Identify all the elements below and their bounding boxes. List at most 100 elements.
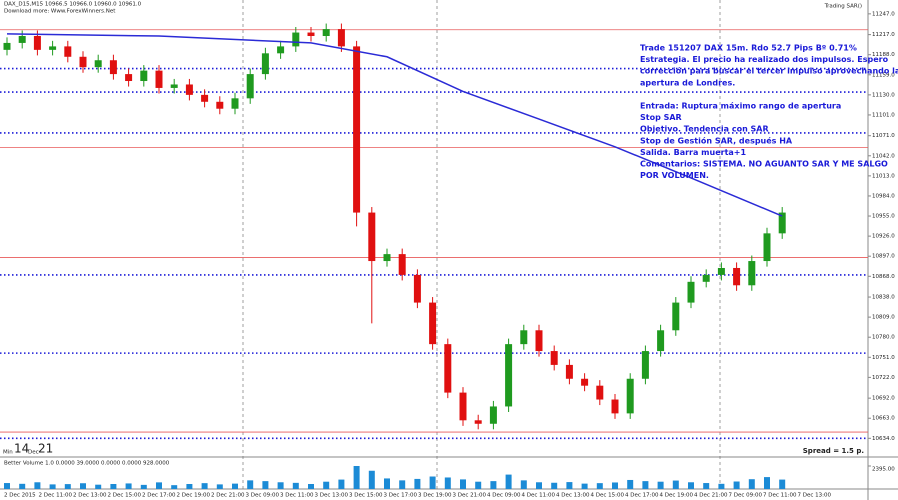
volume-bar: [338, 479, 345, 489]
volume-bar: [612, 482, 618, 489]
candle-body: [292, 32, 300, 47]
volume-bar: [353, 466, 360, 489]
annotation-line: POR VOLUMEN.: [640, 171, 709, 180]
timer-value: 21: [38, 442, 53, 456]
volume-bar: [688, 482, 694, 489]
volume-bar: [779, 479, 786, 489]
y-tick-label: 10634.0: [872, 436, 895, 442]
y-tick-label: 10751.0: [872, 355, 895, 361]
volume-bar: [414, 478, 421, 489]
annotation-line: corrección para buscar el tercer impulso…: [640, 66, 898, 76]
candle-body: [33, 36, 41, 50]
annotation-line: Stop SAR: [640, 113, 682, 122]
x-tick-label: 2 Dec 13:00: [73, 493, 107, 499]
candle-body: [277, 46, 285, 54]
moving-average: [6, 33, 783, 217]
volume-bar: [627, 479, 634, 489]
y-tick-label: 10897.0: [872, 254, 895, 260]
x-tick-label: 3 Dec 09:00: [246, 493, 280, 499]
candle-body: [413, 274, 421, 303]
volume-bar: [475, 481, 482, 489]
volume-bar: [703, 483, 710, 489]
volume-bar: [536, 482, 542, 489]
candle-body: [246, 74, 254, 99]
volume-bar: [551, 482, 558, 489]
volume-bar: [308, 484, 314, 489]
annotation-line: Stop de Gestión SAR, después HA: [640, 135, 793, 145]
timer-value: 14: [14, 442, 29, 456]
volume-bar: [156, 482, 162, 489]
candle-body: [474, 420, 482, 424]
volume-bar: [216, 484, 223, 489]
volume-bar: [64, 484, 71, 489]
x-tick-label: 2 Dec 2015: [4, 493, 36, 499]
candle-body: [201, 94, 209, 102]
x-tick-label: 4 Dec 15:00: [591, 493, 625, 499]
candle-body: [641, 351, 649, 379]
volume-bar: [764, 477, 770, 489]
y-tick-label: 10955.0: [872, 214, 895, 220]
candle-body: [109, 60, 117, 75]
candle-body: [140, 70, 148, 82]
x-tick-label: 4 Dec 21:00: [694, 493, 728, 499]
x-tick-label: 3 Dec 15:00: [349, 493, 383, 499]
volume-bar: [672, 480, 679, 489]
candle-body: [94, 60, 102, 68]
candle-body: [611, 399, 619, 414]
y-tick-label: 11188.0: [872, 52, 895, 58]
candle-body: [550, 351, 558, 365]
volume-bar: [718, 483, 725, 489]
x-tick-label: 3 Dec 19:00: [418, 493, 452, 499]
volume-bar: [368, 470, 375, 489]
x-tick-label: 2 Dec 15:00: [108, 493, 142, 499]
annotation-line: Entrada: Ruptura máximo rango de apertur…: [640, 102, 841, 111]
candle-body: [702, 274, 710, 282]
annotation-line: Objetivo. Tendencia con SAR: [640, 125, 769, 134]
x-tick-label: 7 Dec 09:00: [729, 493, 763, 499]
y-tick-label: 11042.0: [872, 153, 895, 159]
candle-body: [3, 42, 11, 50]
volume-bar: [125, 483, 132, 489]
y-tick-label: 10809.0: [872, 315, 895, 321]
candle-body: [733, 267, 741, 286]
candle-body: [368, 212, 376, 262]
candle-body: [596, 385, 604, 400]
volume-bar: [460, 479, 466, 489]
candle-body: [717, 267, 725, 275]
x-tick-label: 2 Dec 11:00: [39, 493, 73, 499]
candle-body: [489, 406, 497, 424]
x-tick-label: 4 Dec 11:00: [522, 493, 556, 499]
candle-body: [657, 330, 665, 352]
y-tick-label: 10984.0: [872, 193, 895, 199]
candle-body: [125, 74, 133, 82]
spread: Spread = 1.5 p.: [803, 447, 864, 455]
x-tick-label: 7 Dec 13:00: [798, 493, 832, 499]
volume-bar: [657, 481, 664, 489]
volume-bar: [80, 483, 86, 489]
y-tick-label: 11101.0: [872, 112, 895, 118]
candle-body: [778, 212, 786, 234]
candle-body: [383, 254, 391, 262]
candle-body: [155, 70, 163, 88]
annotation-line: Trade 151207 DAX 15m. Rdo 52.7 Pips Bº 0…: [640, 44, 857, 53]
volume-bar: [444, 477, 451, 489]
candle-body: [231, 98, 239, 109]
x-tick-label: 7 Dec 11:00: [763, 493, 797, 499]
candle-body: [748, 261, 756, 286]
candle-body: [307, 32, 315, 37]
timer-label: Min: [3, 450, 13, 456]
annotation-line: apertura de Londres.: [640, 78, 735, 87]
volume-bar: [232, 483, 238, 489]
annotation-line: Estrategia. El precio ha realizado dos i…: [640, 55, 889, 64]
volume-bar: [201, 483, 208, 489]
y-tick-label: 10722.0: [872, 375, 895, 381]
volume-bar: [505, 474, 512, 489]
volume-bar: [520, 480, 527, 489]
volume-bar: [566, 482, 573, 489]
candle-body: [170, 84, 178, 88]
candle-body: [185, 84, 193, 95]
candle-body: [672, 302, 680, 331]
volume-bar: [596, 483, 603, 489]
